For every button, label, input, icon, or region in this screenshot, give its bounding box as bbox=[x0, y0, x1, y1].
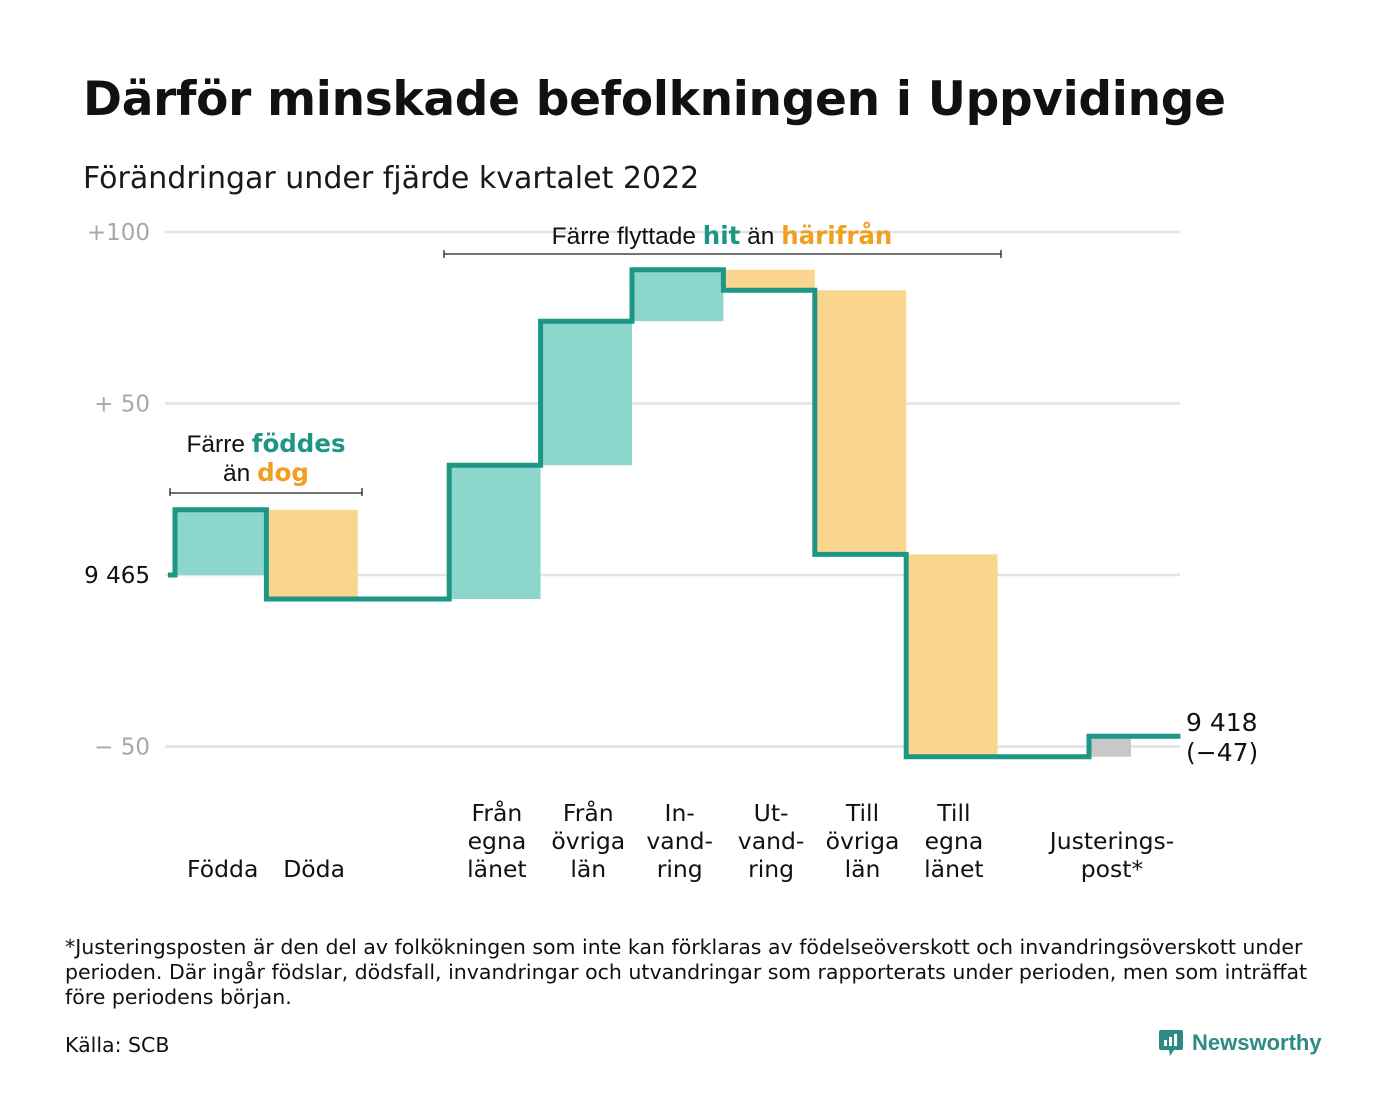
waterfall-bar bbox=[906, 554, 998, 757]
waterfall-bar bbox=[266, 509, 358, 600]
brand-name: Newsworthy bbox=[1192, 1030, 1322, 1055]
waterfall-bar bbox=[723, 269, 815, 291]
chart-subtitle: Förändringar under fjärde kvartalet 2022 bbox=[83, 161, 700, 196]
annotation-moves: Färre flyttade hit än härifrån bbox=[552, 221, 893, 250]
category-label: In- bbox=[665, 799, 695, 827]
category-label: Döda bbox=[283, 855, 345, 883]
category-label: ring bbox=[657, 855, 703, 883]
category-label: egna bbox=[925, 827, 984, 855]
category-label: post* bbox=[1081, 855, 1144, 883]
category-label: länet bbox=[467, 855, 527, 883]
annotation-births-line1: Färre föddes bbox=[186, 429, 345, 458]
chart-title: Därför minskade befolkningen i Uppviding… bbox=[83, 72, 1226, 127]
category-label: län bbox=[845, 855, 881, 883]
category-label: övriga bbox=[551, 827, 625, 855]
y-tick-label: − 50 bbox=[94, 735, 150, 761]
waterfall-bar bbox=[1091, 736, 1131, 757]
y-tick-label: + 50 bbox=[94, 392, 150, 418]
waterfall-bar bbox=[632, 269, 724, 322]
category-label: Justerings- bbox=[1048, 827, 1174, 855]
category-label: län bbox=[570, 855, 606, 883]
source-label: Källa: SCB bbox=[65, 1033, 170, 1057]
waterfall-bar bbox=[814, 290, 907, 555]
annotation-births-line2: än dog bbox=[223, 458, 309, 487]
category-label: ring bbox=[748, 855, 794, 883]
category-label: Till bbox=[936, 799, 970, 827]
category-label: Födda bbox=[187, 855, 258, 883]
category-label: Till bbox=[845, 799, 879, 827]
waterfall-bar bbox=[540, 321, 632, 466]
category-label: övriga bbox=[826, 827, 900, 855]
step-line bbox=[168, 267, 1181, 760]
newsworthy-logo-icon bbox=[1159, 1030, 1183, 1056]
start-value-label: 9 465 bbox=[84, 563, 150, 589]
category-label: egna bbox=[468, 827, 527, 855]
category-label: Från bbox=[563, 799, 614, 827]
category-label: vand- bbox=[738, 827, 805, 855]
category-label: länet bbox=[924, 855, 984, 883]
category-label: vand- bbox=[646, 827, 713, 855]
category-label: Från bbox=[472, 799, 523, 827]
brand-logo[interactable]: Newsworthy bbox=[1158, 1028, 1322, 1058]
category-label: Ut- bbox=[754, 799, 789, 827]
y-tick-label: +100 bbox=[87, 220, 150, 246]
end-change-label: (−47) bbox=[1186, 738, 1258, 767]
waterfall-bar bbox=[175, 509, 267, 575]
waterfall-bar bbox=[449, 465, 541, 600]
footnote: *Justeringsposten är den del av folkökni… bbox=[65, 935, 1308, 1009]
end-value-label: 9 418 bbox=[1186, 708, 1258, 737]
